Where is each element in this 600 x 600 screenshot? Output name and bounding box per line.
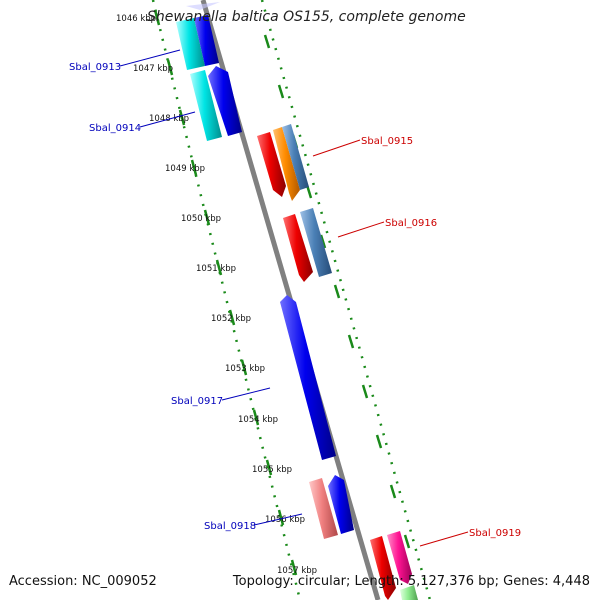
gene-label-sbal-0919[interactable]: Sbal_0919 bbox=[469, 528, 521, 539]
kbp-label-1053: 1053 kbp bbox=[225, 364, 265, 374]
kbp-label-1054: 1054 kbp bbox=[238, 415, 278, 425]
kbp-label-1057: 1057 kbp bbox=[277, 566, 317, 576]
gene-label-sbal-0915[interactable]: Sbal_0915 bbox=[361, 136, 413, 147]
gene-label-sbal-0917[interactable]: Sbal_0917 bbox=[171, 396, 223, 407]
gene-label-sbal-0914[interactable]: Sbal_0914 bbox=[89, 123, 141, 134]
kbp-label-1047: 1047 kbp bbox=[133, 64, 173, 74]
kbp-label-1055: 1055 kbp bbox=[252, 465, 292, 475]
map-title: Shewanella baltica OS155, complete genom… bbox=[147, 9, 466, 25]
gene-sbal-0916[interactable] bbox=[283, 208, 332, 282]
gene-label-sbal-0918[interactable]: Sbal_0918 bbox=[204, 521, 256, 532]
gene-labels: Sbal_0913 Sbal_0914 Sbal_0915 Sbal_0916 … bbox=[69, 62, 521, 539]
genome-summary-text: Topology: circular; Length: 5,127,376 bp… bbox=[232, 574, 590, 589]
outer-tick-line bbox=[260, 0, 432, 600]
gene-sbal-0919[interactable] bbox=[370, 531, 418, 600]
kbp-label-1049: 1049 kbp bbox=[165, 164, 205, 174]
kbp-label-1052: 1052 kbp bbox=[211, 314, 251, 324]
kbp-major-ticks-inner bbox=[153, 9, 298, 576]
gene-sbal-0915[interactable] bbox=[257, 124, 309, 201]
kbp-label-1046: 1046 kbp bbox=[116, 14, 156, 24]
gene-label-sbal-0913[interactable]: Sbal_0913 bbox=[69, 62, 121, 73]
gene-leader-lines bbox=[119, 49, 469, 547]
kbp-label-1056: 1056 kbp bbox=[265, 515, 305, 525]
kbp-label-1050: 1050 kbp bbox=[181, 214, 221, 224]
gene-sbal-0914[interactable] bbox=[190, 66, 242, 141]
kbp-major-ticks-outer bbox=[263, 34, 411, 549]
kbp-label-1051: 1051 kbp bbox=[196, 264, 236, 274]
gene-sbal-0917[interactable] bbox=[280, 295, 336, 460]
accession-text: Accession: NC_009052 bbox=[9, 574, 157, 589]
gene-sbal-0913[interactable] bbox=[176, 2, 220, 70]
gene-sbal-0918[interactable] bbox=[309, 475, 354, 539]
gene-label-sbal-0916[interactable]: Sbal_0916 bbox=[385, 218, 437, 229]
